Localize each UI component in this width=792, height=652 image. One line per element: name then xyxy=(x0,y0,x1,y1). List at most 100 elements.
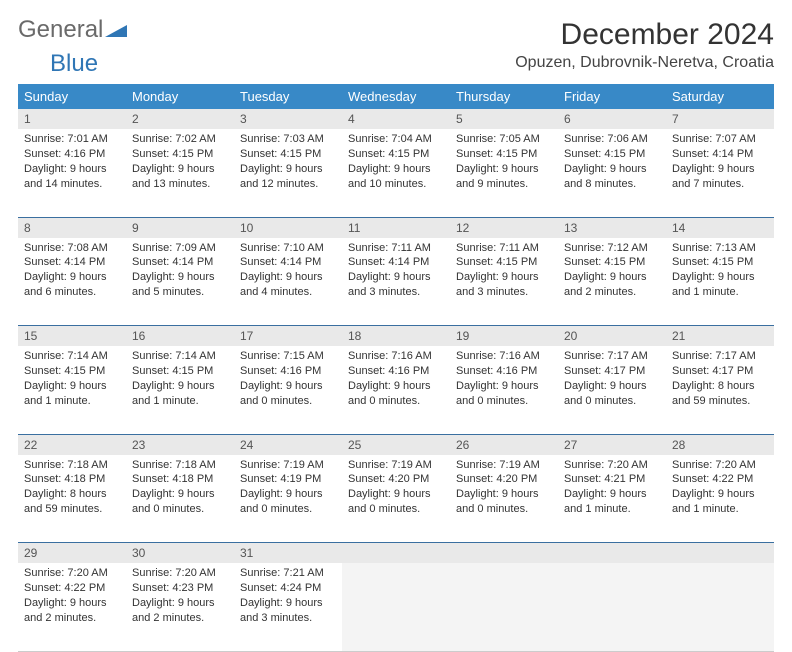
sunset-text: Sunset: 4:14 PM xyxy=(24,255,120,270)
sunset-text: Sunset: 4:16 PM xyxy=(24,147,120,162)
daylight-text: Daylight: 9 hours and 8 minutes. xyxy=(564,162,660,192)
daylight-text: Daylight: 9 hours and 0 minutes. xyxy=(456,487,552,517)
day-number-cell: 12 xyxy=(450,217,558,238)
weekday-header: Sunday xyxy=(18,84,126,109)
weekday-header-row: SundayMondayTuesdayWednesdayThursdayFrid… xyxy=(18,84,774,109)
day-cell: Sunrise: 7:20 AMSunset: 4:22 PMDaylight:… xyxy=(18,563,126,651)
sunset-text: Sunset: 4:15 PM xyxy=(132,364,228,379)
daylight-text: Daylight: 9 hours and 1 minute. xyxy=(672,487,768,517)
day-number-cell xyxy=(666,543,774,564)
daylight-text: Daylight: 9 hours and 3 minutes. xyxy=(456,270,552,300)
day-cell: Sunrise: 7:11 AMSunset: 4:15 PMDaylight:… xyxy=(450,238,558,326)
sunset-text: Sunset: 4:19 PM xyxy=(240,472,336,487)
day-cell: Sunrise: 7:21 AMSunset: 4:24 PMDaylight:… xyxy=(234,563,342,651)
sunrise-text: Sunrise: 7:20 AM xyxy=(672,458,768,473)
sunset-text: Sunset: 4:16 PM xyxy=(456,364,552,379)
day-number-cell: 23 xyxy=(126,434,234,455)
sunset-text: Sunset: 4:15 PM xyxy=(240,147,336,162)
day-cell: Sunrise: 7:12 AMSunset: 4:15 PMDaylight:… xyxy=(558,238,666,326)
day-number-cell: 7 xyxy=(666,109,774,129)
day-cell: Sunrise: 7:17 AMSunset: 4:17 PMDaylight:… xyxy=(666,346,774,434)
daylight-text: Daylight: 9 hours and 0 minutes. xyxy=(456,379,552,409)
sunset-text: Sunset: 4:18 PM xyxy=(24,472,120,487)
logo-word-blue: Blue xyxy=(50,50,98,77)
day-number-row: 15161718192021 xyxy=(18,326,774,347)
daylight-text: Daylight: 9 hours and 0 minutes. xyxy=(564,379,660,409)
day-detail: Sunrise: 7:15 AMSunset: 4:16 PMDaylight:… xyxy=(234,346,342,414)
day-content-row: Sunrise: 7:14 AMSunset: 4:15 PMDaylight:… xyxy=(18,346,774,434)
day-number-cell: 8 xyxy=(18,217,126,238)
daylight-text: Daylight: 9 hours and 0 minutes. xyxy=(240,487,336,517)
sunrise-text: Sunrise: 7:11 AM xyxy=(348,241,444,256)
day-detail: Sunrise: 7:17 AMSunset: 4:17 PMDaylight:… xyxy=(558,346,666,414)
sunset-text: Sunset: 4:15 PM xyxy=(564,147,660,162)
daylight-text: Daylight: 9 hours and 9 minutes. xyxy=(456,162,552,192)
logo: General Blue xyxy=(18,18,127,76)
day-detail: Sunrise: 7:06 AMSunset: 4:15 PMDaylight:… xyxy=(558,129,666,197)
day-detail: Sunrise: 7:07 AMSunset: 4:14 PMDaylight:… xyxy=(666,129,774,197)
day-number-cell: 20 xyxy=(558,326,666,347)
sunrise-text: Sunrise: 7:17 AM xyxy=(564,349,660,364)
day-number-cell: 5 xyxy=(450,109,558,129)
sunset-text: Sunset: 4:17 PM xyxy=(564,364,660,379)
day-detail: Sunrise: 7:21 AMSunset: 4:24 PMDaylight:… xyxy=(234,563,342,631)
daylight-text: Daylight: 8 hours and 59 minutes. xyxy=(24,487,120,517)
day-cell: Sunrise: 7:13 AMSunset: 4:15 PMDaylight:… xyxy=(666,238,774,326)
sunrise-text: Sunrise: 7:20 AM xyxy=(132,566,228,581)
day-number-cell: 10 xyxy=(234,217,342,238)
sunrise-text: Sunrise: 7:09 AM xyxy=(132,241,228,256)
day-detail: Sunrise: 7:11 AMSunset: 4:15 PMDaylight:… xyxy=(450,238,558,306)
sunrise-text: Sunrise: 7:20 AM xyxy=(24,566,120,581)
day-number-cell: 28 xyxy=(666,434,774,455)
day-detail: Sunrise: 7:20 AMSunset: 4:23 PMDaylight:… xyxy=(126,563,234,631)
sunset-text: Sunset: 4:20 PM xyxy=(456,472,552,487)
day-cell: Sunrise: 7:10 AMSunset: 4:14 PMDaylight:… xyxy=(234,238,342,326)
daylight-text: Daylight: 9 hours and 12 minutes. xyxy=(240,162,336,192)
day-detail: Sunrise: 7:20 AMSunset: 4:21 PMDaylight:… xyxy=(558,455,666,523)
sunrise-text: Sunrise: 7:11 AM xyxy=(456,241,552,256)
day-cell: Sunrise: 7:09 AMSunset: 4:14 PMDaylight:… xyxy=(126,238,234,326)
daylight-text: Daylight: 9 hours and 2 minutes. xyxy=(132,596,228,626)
day-detail: Sunrise: 7:19 AMSunset: 4:19 PMDaylight:… xyxy=(234,455,342,523)
day-content-row: Sunrise: 7:18 AMSunset: 4:18 PMDaylight:… xyxy=(18,455,774,543)
daylight-text: Daylight: 9 hours and 1 minute. xyxy=(564,487,660,517)
day-detail: Sunrise: 7:04 AMSunset: 4:15 PMDaylight:… xyxy=(342,129,450,197)
daylight-text: Daylight: 9 hours and 3 minutes. xyxy=(348,270,444,300)
day-number-cell: 25 xyxy=(342,434,450,455)
day-number-cell: 24 xyxy=(234,434,342,455)
sunrise-text: Sunrise: 7:03 AM xyxy=(240,132,336,147)
day-detail: Sunrise: 7:11 AMSunset: 4:14 PMDaylight:… xyxy=(342,238,450,306)
day-number-row: 22232425262728 xyxy=(18,434,774,455)
daylight-text: Daylight: 9 hours and 2 minutes. xyxy=(24,596,120,626)
day-detail: Sunrise: 7:19 AMSunset: 4:20 PMDaylight:… xyxy=(342,455,450,523)
sunset-text: Sunset: 4:14 PM xyxy=(132,255,228,270)
sunrise-text: Sunrise: 7:01 AM xyxy=(24,132,120,147)
day-number-cell: 15 xyxy=(18,326,126,347)
daylight-text: Daylight: 9 hours and 13 minutes. xyxy=(132,162,228,192)
day-cell: Sunrise: 7:20 AMSunset: 4:22 PMDaylight:… xyxy=(666,455,774,543)
day-cell: Sunrise: 7:11 AMSunset: 4:14 PMDaylight:… xyxy=(342,238,450,326)
daylight-text: Daylight: 9 hours and 0 minutes. xyxy=(132,487,228,517)
day-cell xyxy=(450,563,558,651)
day-cell: Sunrise: 7:17 AMSunset: 4:17 PMDaylight:… xyxy=(558,346,666,434)
day-cell: Sunrise: 7:02 AMSunset: 4:15 PMDaylight:… xyxy=(126,129,234,217)
day-number-cell: 30 xyxy=(126,543,234,564)
day-number-cell: 26 xyxy=(450,434,558,455)
month-title: December 2024 xyxy=(515,18,774,52)
day-cell: Sunrise: 7:19 AMSunset: 4:19 PMDaylight:… xyxy=(234,455,342,543)
day-detail: Sunrise: 7:12 AMSunset: 4:15 PMDaylight:… xyxy=(558,238,666,306)
day-number-cell: 31 xyxy=(234,543,342,564)
day-cell: Sunrise: 7:06 AMSunset: 4:15 PMDaylight:… xyxy=(558,129,666,217)
day-number-cell: 19 xyxy=(450,326,558,347)
daylight-text: Daylight: 9 hours and 0 minutes. xyxy=(240,379,336,409)
sunrise-text: Sunrise: 7:17 AM xyxy=(672,349,768,364)
daylight-text: Daylight: 9 hours and 0 minutes. xyxy=(348,487,444,517)
sunrise-text: Sunrise: 7:19 AM xyxy=(348,458,444,473)
logo-word-general: General xyxy=(18,16,103,43)
sunset-text: Sunset: 4:15 PM xyxy=(24,364,120,379)
day-detail: Sunrise: 7:17 AMSunset: 4:17 PMDaylight:… xyxy=(666,346,774,414)
logo-triangle-icon xyxy=(105,18,127,42)
sunset-text: Sunset: 4:22 PM xyxy=(672,472,768,487)
day-cell: Sunrise: 7:01 AMSunset: 4:16 PMDaylight:… xyxy=(18,129,126,217)
weekday-header: Friday xyxy=(558,84,666,109)
